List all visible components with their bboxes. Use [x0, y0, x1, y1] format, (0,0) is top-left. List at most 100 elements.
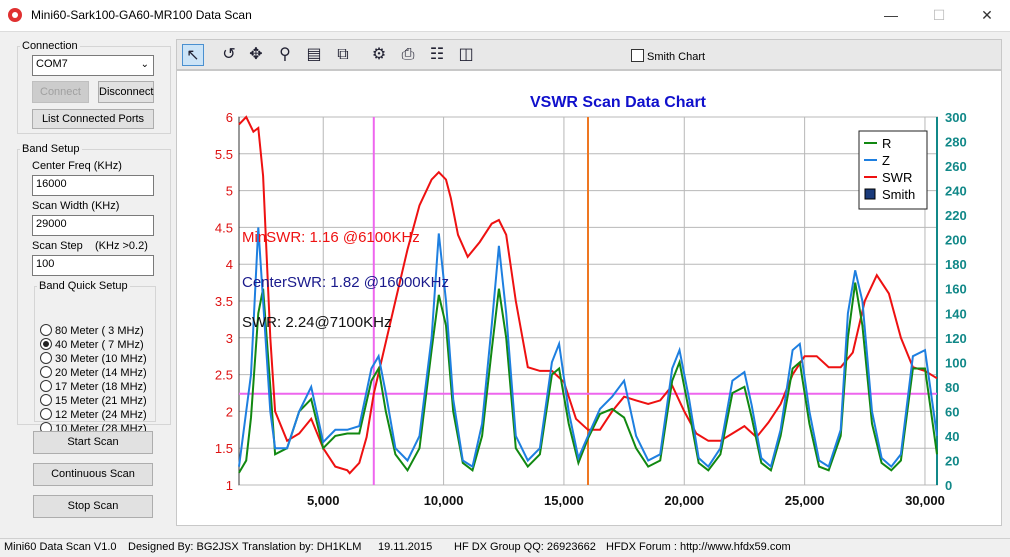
- list-ports-button[interactable]: List Connected Ports: [32, 109, 154, 129]
- left-tick-label: 6: [226, 110, 233, 125]
- radio-dot-icon: [40, 380, 52, 392]
- radio-dot-icon: [40, 352, 52, 364]
- com-port-select[interactable]: COM7 ⌄: [32, 55, 154, 76]
- disconnect-button[interactable]: Disconnect: [98, 81, 154, 103]
- connection-legend: Connection: [22, 40, 78, 52]
- x-tick-label: 25,000: [785, 493, 825, 508]
- right-tick-label: 100: [945, 355, 967, 370]
- undo-zoom-icon[interactable]: ↺: [222, 46, 236, 63]
- connection-group: Connection: [17, 40, 171, 134]
- right-tick-label: 240: [945, 184, 967, 199]
- radio-dot-icon: [40, 394, 52, 406]
- left-tick-label: 4.5: [215, 220, 233, 235]
- minimize-button[interactable]: —: [884, 7, 898, 23]
- print-icon[interactable]: ⎙: [401, 46, 415, 63]
- x-tick-label: 20,000: [664, 493, 704, 508]
- right-tick-label: 180: [945, 257, 967, 272]
- copy-image-icon[interactable]: ⧉: [337, 46, 349, 63]
- left-tick-label: 2.5: [215, 368, 233, 383]
- annotation-text: SWR: 2.24@7100KHz: [242, 314, 391, 331]
- series-swr-line: [238, 115, 938, 475]
- left-tick-label: 3: [226, 331, 233, 346]
- zoom-icon[interactable]: ⚲: [279, 46, 291, 63]
- right-tick-label: 20: [945, 453, 959, 468]
- right-tick-label: 80: [945, 380, 959, 395]
- left-tick-label: 3.5: [215, 294, 233, 309]
- status-version: Mini60 Data Scan V1.0: [4, 541, 117, 553]
- stop-scan-button[interactable]: Stop Scan: [33, 495, 153, 518]
- scan-step-input[interactable]: 100: [32, 255, 154, 276]
- center-freq-label: Center Freq (KHz): [32, 160, 122, 172]
- band-radio-6[interactable]: 12 Meter (24 MHz): [40, 408, 147, 422]
- right-tick-label: 60: [945, 404, 959, 419]
- scan-width-input[interactable]: 29000: [32, 215, 154, 236]
- band-quick-group: Band Quick Setup: [34, 280, 156, 422]
- band-radio-3[interactable]: 20 Meter (14 MHz): [40, 366, 147, 380]
- x-tick-label: 30,000: [905, 493, 945, 508]
- left-tick-label: 5: [226, 184, 233, 199]
- right-tick-label: 120: [945, 331, 967, 346]
- series-z-line: [238, 227, 938, 469]
- chart-toolbar: ↖ ↺ ✥ ⚲ ▤ ⧉ ⚙ ⎙ ☷ ◫: [176, 39, 1002, 70]
- chart-panel: VSWR Scan Data Chart 1 1.5 2 2.5 3 3.5 4 4.5 5 5.5…: [176, 70, 1002, 526]
- smith-chart-label: Smith Chart: [647, 51, 706, 63]
- right-tick-label: 200: [945, 233, 967, 248]
- band-radio-label: 80 Meter ( 3 MHz): [55, 325, 144, 337]
- center-freq-input[interactable]: 16000: [32, 175, 154, 196]
- right-tick-label: 220: [945, 208, 967, 223]
- left-tick-label: 1: [226, 478, 233, 493]
- legend-label: Z: [882, 153, 890, 168]
- band-radio-label: 40 Meter ( 7 MHz): [55, 339, 144, 351]
- app-icon: [8, 8, 22, 22]
- legend-label: SWR: [882, 170, 912, 185]
- left-panel: Connection COM7 ⌄ Connect Disconnect Lis…: [0, 31, 176, 538]
- band-radio-1[interactable]: 40 Meter ( 7 MHz): [40, 338, 144, 352]
- right-tick-label: 140: [945, 306, 967, 321]
- right-tick-label: 260: [945, 159, 967, 174]
- close-button[interactable]: ✕: [981, 7, 993, 23]
- right-tick-label: 0: [945, 478, 952, 493]
- band-radio-label: 12 Meter (24 MHz): [55, 409, 147, 421]
- page-setup-icon[interactable]: ☷: [429, 46, 445, 63]
- vswr-chart[interactable]: VSWR Scan Data Chart 1 1.5 2 2.5 3 3.5 4 4.5 5 5.5…: [177, 71, 1001, 525]
- band-radio-2[interactable]: 30 Meter (10 MHz): [40, 352, 147, 366]
- connect-button[interactable]: Connect: [32, 81, 89, 103]
- status-group: HF DX Group QQ: 26923662: [454, 541, 596, 553]
- annotation-text: MinSWR: 1.16 @6100KHz: [242, 229, 420, 246]
- continuous-scan-button[interactable]: Continuous Scan: [33, 463, 153, 486]
- save-icon[interactable]: ◫: [458, 46, 474, 63]
- status-date: 19.11.2015: [378, 541, 433, 553]
- left-tick-label: 1.5: [215, 441, 233, 456]
- status-designer: Designed By: BG2JSX: [128, 541, 239, 553]
- scan-step-hint: (KHz >0.2): [95, 240, 148, 252]
- pan-icon[interactable]: ✥: [249, 46, 263, 63]
- band-radio-label: 20 Meter (14 MHz): [55, 367, 147, 379]
- band-radio-label: 15 Meter (21 MHz): [55, 395, 147, 407]
- band-radio-5[interactable]: 15 Meter (21 MHz): [40, 394, 147, 408]
- left-tick-label: 2: [226, 404, 233, 419]
- band-quick-legend: Band Quick Setup: [39, 280, 128, 292]
- maximize-button[interactable]: ☐: [932, 7, 946, 23]
- radio-dot-icon: [40, 324, 52, 336]
- chart-title: VSWR Scan Data Chart: [530, 94, 707, 111]
- right-tick-label: 160: [945, 282, 967, 297]
- left-tick-label: 4: [226, 257, 233, 272]
- save-image-icon[interactable]: ▤: [306, 46, 322, 63]
- radio-dot-icon: [40, 366, 52, 378]
- scan-width-label: Scan Width (KHz): [32, 200, 120, 212]
- right-tick-label: 280: [945, 135, 967, 150]
- band-radio-0[interactable]: 80 Meter ( 3 MHz): [40, 324, 144, 338]
- settings-icon[interactable]: ⚙: [371, 46, 387, 63]
- right-tick-label: 300: [945, 110, 967, 125]
- pointer-icon[interactable]: ↖: [182, 44, 204, 66]
- x-tick-label: 5,000: [307, 493, 340, 508]
- radio-dot-icon: [40, 338, 52, 350]
- smith-chart-checkbox[interactable]: Smith Chart: [631, 49, 705, 63]
- status-bar: Mini60 Data Scan V1.0 Designed By: BG2JS…: [0, 538, 1010, 557]
- window-title: Mini60-Sark100-GA60-MR100 Data Scan: [31, 8, 252, 22]
- band-radio-4[interactable]: 17 Meter (18 MHz): [40, 380, 147, 394]
- start-scan-button[interactable]: Start Scan: [33, 431, 153, 454]
- left-tick-label: 5.5: [215, 147, 233, 162]
- radio-dot-icon: [40, 408, 52, 420]
- checkbox-box: [631, 49, 644, 62]
